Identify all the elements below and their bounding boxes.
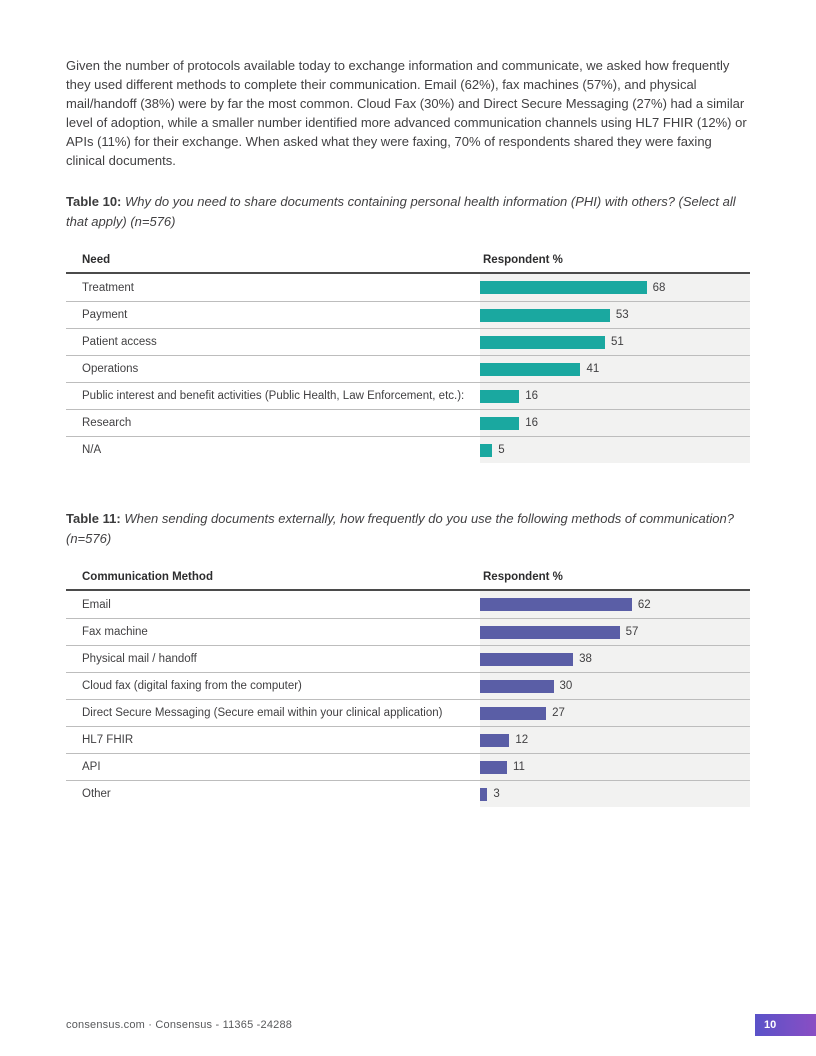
table-11-header-row: Communication Method Respondent % — [66, 568, 750, 591]
bar-value: 62 — [637, 598, 651, 611]
bar — [480, 416, 520, 430]
row-label: Research — [82, 417, 132, 429]
row-label: Operations — [82, 363, 139, 375]
table-10-caption-text: Why do you need to share documents conta… — [66, 194, 736, 229]
row-label: Physical mail / handoff — [82, 653, 197, 665]
table-row: Fax machine 57 — [66, 618, 750, 645]
table-10-caption-label: Table 10: — [66, 194, 122, 209]
table-11-col2-header: Respondent % — [483, 571, 563, 583]
row-bar-cell: 41 — [480, 356, 750, 382]
table-row: Cloud fax (digital faxing from the compu… — [66, 672, 750, 699]
table-10-caption: Table 10: Why do you need to share docum… — [66, 192, 750, 231]
bar-value: 16 — [525, 390, 538, 402]
row-label: Cloud fax (digital faxing from the compu… — [82, 680, 302, 692]
bar-value: 11 — [512, 761, 525, 773]
bar-value: 51 — [610, 336, 624, 348]
row-bar-cell: 53 — [480, 302, 750, 328]
footer-text: consensus.com · Consensus - 11365 -24288 — [66, 1019, 293, 1031]
table-row: Other 3 — [66, 780, 750, 807]
bar-value: 41 — [586, 363, 600, 375]
row-label: API — [82, 761, 101, 773]
table-row: Payment 53 — [66, 301, 750, 328]
row-bar-cell: 16 — [480, 383, 750, 409]
bar-value: 53 — [615, 309, 629, 321]
table-row: Treatment 68 — [66, 274, 750, 301]
bar — [480, 389, 520, 403]
bar — [480, 335, 605, 349]
bar-value: 38 — [579, 653, 592, 665]
bar-value: 68 — [652, 281, 666, 294]
table-row: N/A 5 — [66, 436, 750, 463]
bar-value: 27 — [552, 707, 565, 719]
table-10: Need Respondent % Treatment 68 Payment 53 Pa… — [66, 251, 750, 463]
row-bar-cell: 12 — [480, 727, 750, 753]
table-row: API 11 — [66, 753, 750, 780]
bar — [480, 787, 488, 801]
bar — [480, 308, 610, 322]
table-11-caption-text: When sending documents externally, how f… — [66, 511, 734, 546]
table-row: Patient access 51 — [66, 328, 750, 355]
table-11-col1-header: Communication Method — [82, 571, 213, 583]
bar — [480, 362, 581, 376]
intro-paragraph: Given the number of protocols available … — [66, 58, 747, 168]
bar — [480, 443, 493, 457]
table-row: HL7 FHIR 12 — [66, 726, 750, 753]
table-10-rows: Treatment 68 Payment 53 Patient access 51 Oper… — [66, 274, 750, 463]
bar — [480, 760, 507, 774]
row-bar-cell: 11 — [480, 754, 750, 780]
bar — [480, 625, 620, 639]
row-bar-cell: 16 — [480, 410, 750, 436]
row-bar-cell: 5 — [480, 437, 750, 463]
table-11-caption-label: Table 11: — [66, 511, 121, 526]
row-label: Direct Secure Messaging (Secure email wi… — [82, 707, 443, 719]
row-bar-cell: 51 — [480, 329, 750, 355]
table-row: Direct Secure Messaging (Secure email wi… — [66, 699, 750, 726]
table-row: Public interest and benefit activities (… — [66, 382, 750, 409]
row-bar-cell: 57 — [480, 619, 750, 645]
table-10-col1-header: Need — [82, 254, 111, 266]
page-content: Given the number of protocols available … — [66, 56, 750, 807]
bar-value: 57 — [625, 626, 639, 638]
table-row: Physical mail / handoff 38 — [66, 645, 750, 672]
row-bar-cell: 38 — [480, 646, 750, 672]
row-label: Other — [82, 788, 111, 800]
row-bar-cell: 30 — [480, 673, 750, 699]
row-label: Patient access — [82, 336, 157, 348]
bar-value: 16 — [525, 417, 538, 429]
table-row: Email 62 — [66, 591, 750, 618]
row-bar-cell: 27 — [480, 700, 750, 726]
bar-value: 5 — [498, 444, 505, 456]
table-row: Research 16 — [66, 409, 750, 436]
row-bar-cell: 3 — [480, 781, 750, 807]
bar-value: 3 — [493, 788, 500, 800]
table-11-caption: Table 11: When sending documents externa… — [66, 509, 750, 548]
row-label: N/A — [82, 444, 102, 456]
row-bar-cell: 68 — [480, 274, 750, 301]
row-bar-cell: 62 — [480, 591, 750, 618]
bar — [480, 281, 647, 294]
bar — [480, 733, 510, 747]
table-11-rows: Email 62 Fax machine 57 Physical mail / hand… — [66, 591, 750, 807]
row-label: Fax machine — [82, 626, 148, 638]
table-11: Communication Method Respondent % Email 6… — [66, 568, 750, 807]
row-label: Payment — [82, 309, 128, 321]
bar-value: 30 — [559, 680, 573, 692]
bar — [480, 598, 632, 611]
row-label: Treatment — [82, 281, 134, 294]
bar-value: 12 — [515, 734, 529, 746]
row-label: Public interest and benefit activities (… — [82, 390, 465, 402]
table-10-header-row: Need Respondent % — [66, 251, 750, 274]
bar — [480, 706, 547, 720]
page-footer: consensus.com · Consensus - 11365 -24288… — [66, 1014, 816, 1036]
table-row: Operations 41 — [66, 355, 750, 382]
page-number-badge: 10 — [755, 1014, 816, 1036]
table-10-col2-header: Respondent % — [483, 254, 563, 266]
row-label: Email — [82, 598, 111, 611]
bar — [480, 652, 574, 666]
row-label: HL7 FHIR — [82, 734, 134, 746]
bar — [480, 679, 554, 693]
